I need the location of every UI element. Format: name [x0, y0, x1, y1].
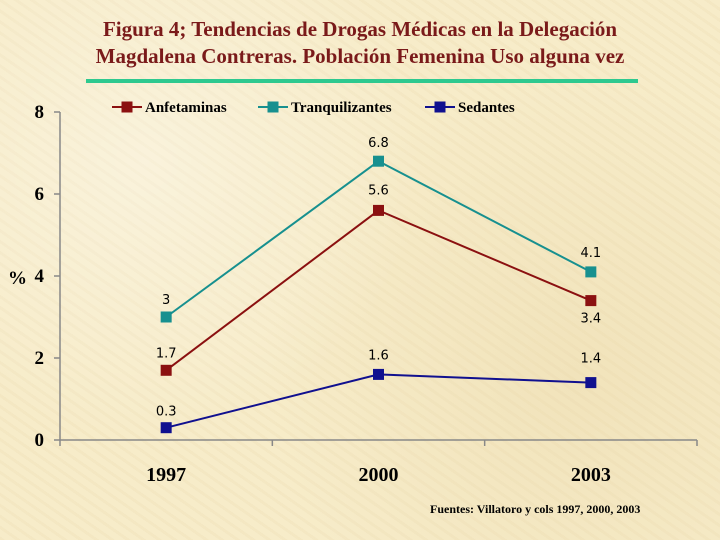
chart-legend: Anfetaminas Tranquilizantes Sedantes — [112, 100, 515, 116]
data-point-tranquilizantes — [373, 155, 384, 167]
y-tick-label: 8 — [35, 102, 45, 123]
chart-title-line-1: Figura 4; Tendencias de Drogas Médicas e… — [102, 17, 618, 41]
y-tick-label: 6 — [35, 184, 45, 205]
x-tick-label: 1997 — [146, 464, 186, 486]
data-point-sedantes — [585, 377, 597, 389]
data-point-anfetaminas — [373, 204, 384, 216]
data-point-anfetaminas — [160, 364, 172, 376]
data-point-sedantes — [160, 422, 172, 434]
data-label-sedantes: 1.6 — [368, 348, 389, 363]
source-note: Fuentes: Villatoro y cols 1997, 2000, 20… — [430, 502, 641, 516]
title-underline — [86, 79, 638, 83]
data-point-sedantes — [373, 368, 384, 380]
data-label-sedantes: 1.4 — [580, 352, 601, 367]
legend-label-anfetaminas: Anfetaminas — [145, 100, 227, 116]
y-tick-label: 2 — [35, 348, 45, 369]
chart-title-line-2: Magdalena Contreras. Población Femenina … — [95, 44, 625, 68]
data-point-anfetaminas — [585, 295, 597, 307]
data-label-tranquilizantes: 6.8 — [368, 136, 389, 151]
legend-marker-tranquilizantes — [267, 101, 279, 113]
chart-series: 1.7 5.6 3.4 3 6.8 4.1 0.3 1.6 1.4 — [156, 136, 601, 434]
y-tick-label: 0 — [35, 430, 45, 451]
data-label-anfetaminas: 3.4 — [580, 312, 601, 327]
data-label-anfetaminas: 5.6 — [368, 183, 389, 198]
y-axis-label: % — [8, 268, 27, 289]
legend-label-tranquilizantes: Tranquilizantes — [291, 100, 392, 116]
series-line-sedantes — [165, 373, 591, 429]
data-point-tranquilizantes — [585, 266, 597, 278]
data-label-tranquilizantes: 3 — [162, 293, 170, 308]
x-tick-label: 2000 — [359, 464, 399, 486]
data-label-sedantes: 0.3 — [156, 405, 177, 420]
legend-label-sedantes: Sedantes — [458, 100, 515, 116]
data-label-tranquilizantes: 4.1 — [580, 246, 601, 261]
data-point-tranquilizantes — [160, 311, 172, 323]
chart-axes: 0 2 4 6 8% 1997 2000 2003 — [8, 102, 698, 486]
series-line-anfetaminas — [165, 209, 592, 372]
y-tick-label: 4 — [35, 266, 45, 287]
legend-marker-sedantes — [434, 101, 446, 113]
chart-title: Figura 4; Tendencias de Drogas Médicas e… — [0, 16, 720, 70]
data-label-anfetaminas: 1.7 — [156, 346, 177, 361]
x-tick-label: 2003 — [571, 464, 611, 486]
legend-marker-anfetaminas — [121, 101, 133, 113]
